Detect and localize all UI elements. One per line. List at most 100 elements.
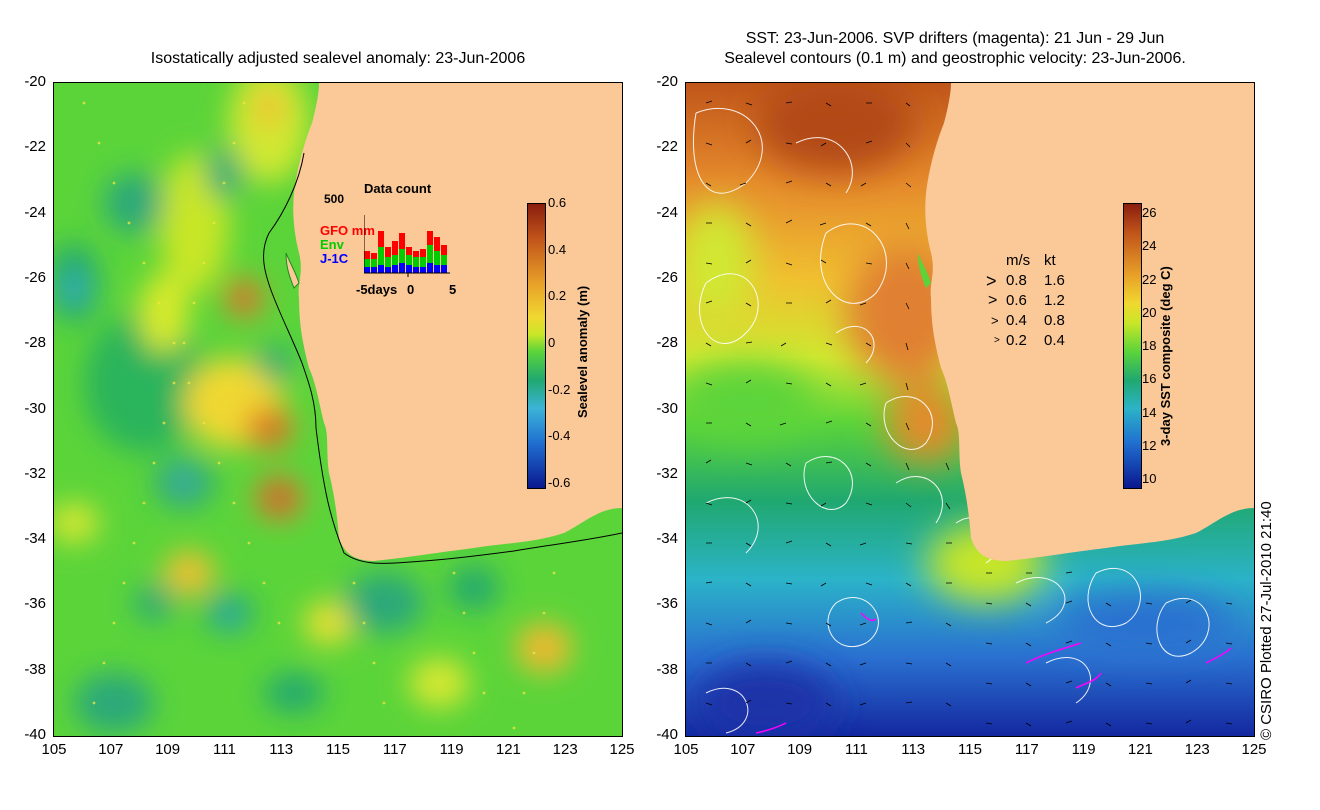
legend-arrow-icon: >: [986, 271, 997, 291]
left-y-tick: -28: [24, 334, 46, 352]
sealevel-colorbar: [527, 203, 546, 489]
velocity-legend-row-kt: 0.8: [1044, 312, 1065, 329]
left-y-tick: -38: [24, 660, 46, 678]
velocity-legend: m/s kt > 0.8 1.6 > 0.6 1.2 > 0.4 0.8 > 0…: [986, 251, 1116, 351]
velocity-legend-row-ms: 0.2: [1006, 332, 1027, 349]
inset-xtick-end: 5: [449, 282, 457, 297]
left-y-tick: -22: [24, 138, 46, 156]
sst-colorbar-tick: 20: [1142, 304, 1157, 320]
right-y-tick: -30: [656, 399, 678, 417]
right-y-tick: -24: [656, 203, 678, 221]
legend-arrow-icon: >: [991, 313, 999, 328]
right-y-tick: -40: [656, 726, 678, 743]
velocity-legend-ms-header: m/s: [1006, 252, 1031, 269]
left-y-tick: -34: [24, 530, 46, 548]
sst-colorbar-tick: 22: [1142, 271, 1157, 287]
sst-colorbar-tick: 14: [1142, 404, 1157, 420]
left-x-tick: 105: [41, 741, 67, 758]
right-map-title-line1: SST: 23-Jun-2006. SVP drifters (magenta)…: [745, 30, 1165, 47]
left-x-tick: 119: [439, 741, 464, 758]
sst-colorbar-tick: 26: [1142, 205, 1157, 220]
inset-series-env: Env: [320, 237, 344, 252]
left-y-tick: -24: [24, 203, 46, 221]
left-x-tick: 109: [155, 741, 181, 758]
inset-ymax: 500: [324, 192, 345, 206]
sealevel-colorbar-label: Sealevel anomaly (m): [575, 285, 590, 418]
sst-field: [686, 83, 1254, 736]
right-x-tick: 117: [1014, 741, 1039, 758]
right-x-tick: 107: [730, 741, 756, 758]
left-x-tick: 121: [495, 741, 521, 758]
right-x-tick: 113: [901, 741, 926, 758]
inset-series-gfo: GFO mm: [320, 223, 375, 238]
sealevel-colorbar-tick: -0.2: [548, 381, 571, 397]
right-x-tick: 125: [1241, 741, 1267, 758]
sealevel-colorbar-tick: -0.4: [548, 428, 571, 444]
svp-drifter-tracks: [755, 612, 1232, 734]
left-x-tick: 115: [326, 741, 350, 758]
geostrophic-velocity-arrows: [705, 100, 1233, 727]
velocity-legend-row-ms: 0.8: [1006, 272, 1027, 289]
left-y-tick: -26: [24, 268, 46, 286]
right-x-tick: 115: [958, 741, 982, 758]
sealevel-anomaly-map: Data count 500 GFO mm Env J-1C: [53, 82, 623, 737]
right-map-title-line2: Sealevel contours (0.1 m) and geostrophi…: [724, 50, 1186, 67]
right-y-tick: -32: [656, 464, 678, 482]
australia-land-right: [925, 83, 1254, 561]
sealevel-colorbar-tick: -0.6: [548, 475, 571, 490]
credit-text: © CSIRO Plotted 27-Jul-2010 21:40: [1258, 501, 1275, 740]
right-x-tick: 111: [844, 741, 868, 758]
right-x-tick: 123: [1184, 741, 1210, 758]
right-y-tick: -20: [656, 73, 678, 90]
sealevel-colorbar-tick: 0.2: [548, 288, 567, 304]
shelf-contour: [263, 152, 622, 564]
inset-bar-chart: [364, 215, 450, 277]
left-y-tick: -32: [24, 464, 46, 482]
sealevel-colorbar-tick: 0.4: [548, 241, 567, 257]
left-y-tick: -30: [24, 399, 46, 417]
left-x-tick: 123: [552, 741, 578, 758]
sealevel-colorbar-tick: 0: [548, 335, 556, 350]
right-x-tick: 109: [787, 741, 813, 758]
velocity-legend-row-kt: 1.6: [1044, 272, 1065, 289]
sst-colorbar-tick: 16: [1142, 371, 1157, 387]
right-y-tick: -34: [656, 530, 678, 548]
sst-colorbar-label: 3-day SST composite (deg C): [1158, 266, 1173, 446]
sst-colorbar-tick: 24: [1142, 238, 1157, 254]
inset-xtick-zero: 0: [407, 282, 415, 297]
sst-colorbar-tick: 18: [1142, 338, 1157, 353]
left-x-tick: 117: [382, 741, 407, 758]
right-y-tick: -26: [656, 268, 678, 286]
legend-arrow-icon: >: [994, 335, 1000, 346]
left-x-tick: 107: [98, 741, 124, 758]
data-count-inset: Data count 500 GFO mm Env J-1C: [316, 181, 466, 301]
sst-colorbar: [1123, 203, 1142, 489]
velocity-legend-row-kt: 1.2: [1044, 292, 1065, 309]
left-map-title: Isostatically adjusted sealevel anomaly:…: [150, 50, 526, 67]
velocity-legend-row-kt: 0.4: [1044, 332, 1065, 349]
right-y-tick: -36: [656, 595, 678, 613]
right-y-tick: -38: [656, 660, 678, 678]
inset-xtick-start: -5days: [356, 282, 398, 297]
left-y-tick: -36: [24, 595, 46, 613]
left-x-tick: 113: [269, 741, 294, 758]
sealevel-colorbar-tick: 0.6: [548, 195, 567, 210]
inset-title: Data count: [364, 181, 432, 196]
right-y-tick: -28: [656, 334, 678, 352]
left-x-tick: 111: [212, 741, 236, 758]
inset-series-j1c: J-1C: [320, 251, 349, 266]
sst-colorbar-tick: 12: [1142, 437, 1157, 453]
australia-land: [293, 83, 622, 561]
velocity-legend-row-ms: 0.6: [1006, 292, 1027, 309]
velocity-legend-kt-header: kt: [1044, 252, 1056, 269]
left-y-tick: -20: [24, 73, 46, 90]
right-y-tick: -22: [656, 138, 678, 156]
left-x-tick: 125: [609, 741, 635, 758]
right-x-tick: 121: [1127, 741, 1153, 758]
legend-arrow-icon: >: [988, 292, 998, 309]
right-x-tick: 119: [1071, 741, 1096, 758]
sst-map: m/s kt > 0.8 1.6 > 0.6 1.2 > 0.4 0.8 > 0…: [685, 82, 1255, 737]
velocity-legend-row-ms: 0.4: [1006, 312, 1027, 329]
sst-colorbar-tick: 10: [1142, 471, 1157, 486]
right-x-tick: 105: [673, 741, 699, 758]
